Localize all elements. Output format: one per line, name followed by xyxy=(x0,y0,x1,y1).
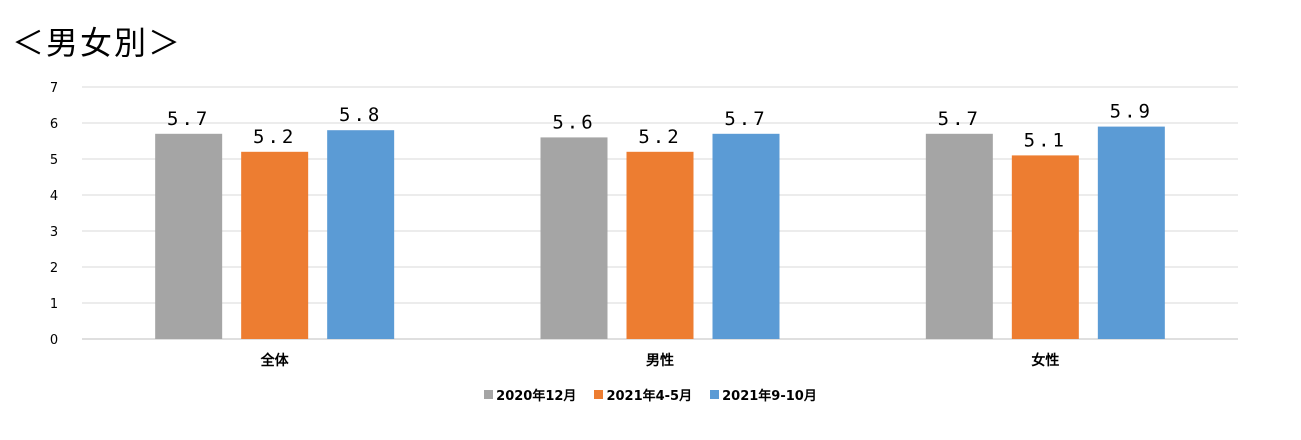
category-labels: 全体 男性 女性 xyxy=(260,352,1060,369)
bars xyxy=(155,126,1165,339)
bar xyxy=(626,151,694,339)
data-label: 5.8 xyxy=(339,104,382,126)
bar xyxy=(155,133,223,339)
y-tick-label: 2 xyxy=(50,261,58,276)
legend: 2020年12月 2021年4-5月 2021年9-10月 xyxy=(0,385,1301,404)
bar xyxy=(925,133,993,339)
data-label: 5.1 xyxy=(1024,129,1067,151)
legend-swatch xyxy=(594,390,604,399)
data-label: 5.2 xyxy=(638,126,681,148)
legend-item: 2021年9-10月 xyxy=(710,385,817,404)
category-label: 女性 xyxy=(1031,352,1059,369)
y-tick-label: 5 xyxy=(50,153,58,168)
y-tick-label: 7 xyxy=(50,81,58,96)
legend-label: 2021年4-5月 xyxy=(606,389,693,404)
legend-item: 2021年4-5月 xyxy=(594,385,692,404)
category-label: 全体 xyxy=(260,352,290,369)
data-label: 5.7 xyxy=(938,108,981,130)
bar xyxy=(712,133,780,339)
category-label: 男性 xyxy=(646,352,674,369)
y-tick-label: 1 xyxy=(50,297,58,312)
legend-swatch xyxy=(710,390,720,399)
data-label: 5.7 xyxy=(167,108,210,130)
y-axis-ticks: 0 1 2 3 4 5 6 7 xyxy=(50,81,58,348)
bar xyxy=(327,130,395,339)
bar xyxy=(1097,126,1165,339)
bar xyxy=(1011,155,1079,339)
data-label: 5.2 xyxy=(253,126,296,148)
y-tick-label: 6 xyxy=(50,117,58,132)
y-tick-label: 4 xyxy=(50,189,58,204)
bar xyxy=(241,151,309,339)
legend-item: 2020年12月 xyxy=(484,385,576,404)
data-labels: 5.7 5.2 5.8 5.6 5.2 5.7 5.7 5.1 5.9 xyxy=(167,101,1153,152)
legend-label: 2021年9-10月 xyxy=(722,389,817,404)
data-label: 5.9 xyxy=(1110,101,1153,123)
bar-chart: 0 1 2 3 4 5 6 7 5.7 5.2 5.8 5.6 5.2 5.7 5.7 5.1 5.9 全体 男… xyxy=(50,81,1238,369)
legend-swatch xyxy=(484,390,494,399)
page-title: ＜男女別＞ xyxy=(12,24,183,62)
legend-label: 2020年12月 xyxy=(496,389,577,404)
y-tick-label: 0 xyxy=(50,333,58,348)
data-label: 5.6 xyxy=(552,111,595,133)
data-label: 5.7 xyxy=(724,108,767,130)
bar xyxy=(540,137,608,339)
y-tick-label: 3 xyxy=(50,225,58,240)
